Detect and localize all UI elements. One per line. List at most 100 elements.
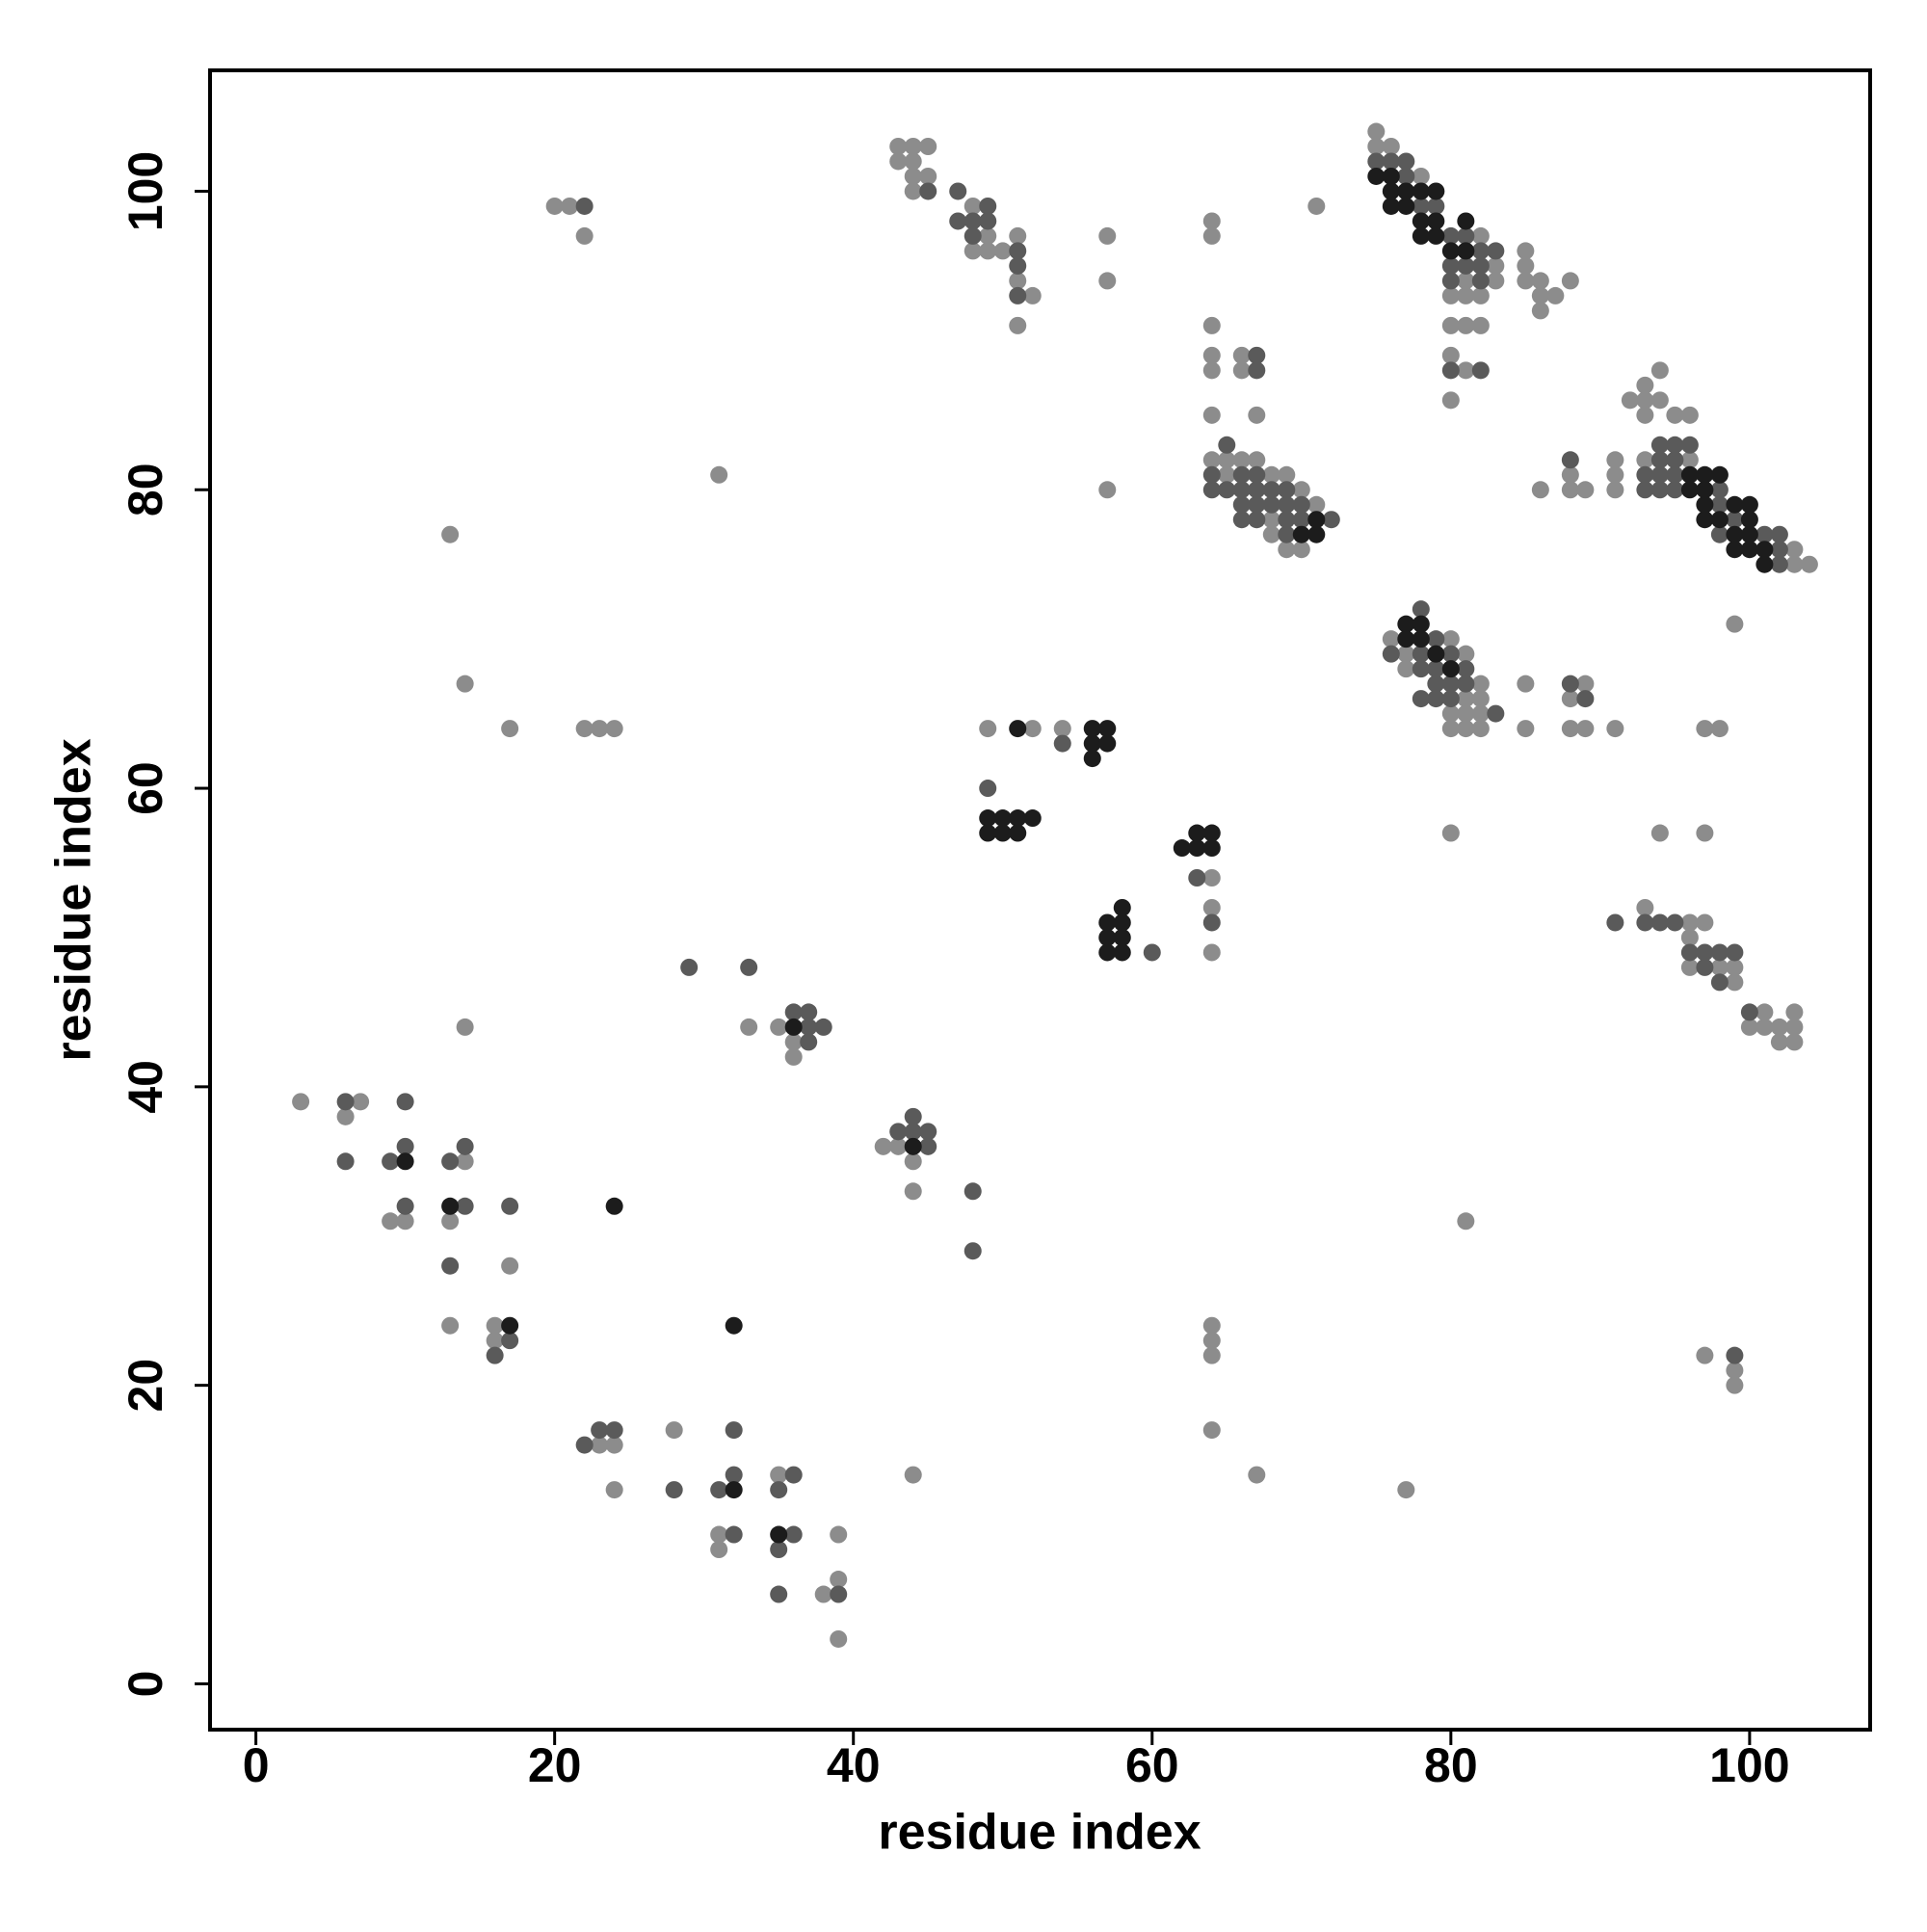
contact-point <box>1740 525 1758 543</box>
contact-point <box>1023 809 1042 828</box>
contact-point <box>1382 197 1400 215</box>
contact-point <box>1098 943 1117 962</box>
contact-point <box>770 1525 788 1544</box>
contact-point <box>1471 256 1490 275</box>
contact-point <box>1726 1362 1744 1380</box>
contact-point <box>1650 824 1669 842</box>
contact-point <box>1755 1018 1774 1036</box>
contact-point <box>1576 690 1595 708</box>
contact-point <box>1427 212 1445 230</box>
contact-point <box>889 152 908 171</box>
contact-point <box>1023 720 1042 738</box>
contact-point <box>1457 361 1475 380</box>
contact-point <box>1427 630 1445 648</box>
contact-point <box>1636 913 1654 932</box>
contact-point <box>1666 465 1684 484</box>
contact-point <box>964 226 982 245</box>
contact-point <box>1517 720 1535 738</box>
contact-point <box>545 197 564 215</box>
contact-point <box>1457 720 1475 738</box>
y-tick-label: 60 <box>119 761 172 815</box>
contact-point <box>993 809 1012 828</box>
plot-frame <box>208 68 1872 1732</box>
contact-point <box>336 1152 355 1171</box>
contact-point <box>1770 525 1788 543</box>
contact-point <box>1561 451 1579 469</box>
contact-point <box>1232 495 1251 514</box>
contact-point <box>1441 286 1460 304</box>
contact-point <box>1202 212 1221 230</box>
contact-point <box>1009 809 1027 828</box>
contact-point <box>1412 690 1430 708</box>
contact-point <box>1248 406 1266 424</box>
contact-point <box>1202 465 1221 484</box>
y-tick-label: 80 <box>119 463 172 516</box>
x-tick-label: 80 <box>1424 1738 1478 1792</box>
contact-point <box>1441 645 1460 663</box>
contact-point <box>1740 1018 1758 1036</box>
contact-point <box>1202 1346 1221 1364</box>
contact-point <box>1248 465 1266 484</box>
y-tick-label: 40 <box>119 1060 172 1114</box>
contact-point <box>964 212 982 230</box>
contact-point <box>889 1137 908 1155</box>
contact-point <box>1726 958 1744 976</box>
contact-point <box>919 182 937 200</box>
contact-point <box>1650 465 1669 484</box>
contact-point <box>1457 242 1475 260</box>
contact-point <box>1561 690 1579 708</box>
contact-point <box>1232 361 1251 380</box>
contact-point <box>1726 525 1744 543</box>
contact-point <box>1666 481 1684 499</box>
contact-point <box>396 1152 414 1171</box>
contact-point <box>800 1003 818 1021</box>
contact-point <box>904 182 922 200</box>
contact-point <box>1710 495 1729 514</box>
contact-point <box>1098 928 1117 946</box>
contact-point <box>1412 660 1430 678</box>
contact-point <box>1367 137 1386 155</box>
contact-point <box>1218 436 1236 454</box>
x-tick-label: 60 <box>1125 1738 1179 1792</box>
contact-point <box>1382 645 1400 663</box>
contact-point <box>814 1585 832 1603</box>
contact-point <box>830 1629 848 1648</box>
contact-point <box>292 1093 310 1111</box>
contact-point <box>1800 555 1818 573</box>
contact-point <box>1262 465 1280 484</box>
contact-point <box>1576 481 1595 499</box>
contact-point <box>814 1018 832 1036</box>
contact-point <box>784 1466 803 1484</box>
contact-point <box>1427 675 1445 693</box>
contact-point <box>1412 615 1430 633</box>
contact-point <box>1696 943 1714 962</box>
contact-point <box>1278 511 1296 529</box>
contact-point <box>1098 734 1117 753</box>
contact-point <box>1292 495 1310 514</box>
contact-point <box>1382 152 1400 171</box>
contact-point <box>1382 137 1400 155</box>
contact-point <box>1248 1466 1266 1484</box>
contact-point <box>1412 630 1430 648</box>
contact-point <box>1606 451 1624 469</box>
x-axis-title: residue index <box>878 1805 1201 1861</box>
contact-point <box>1650 391 1669 410</box>
contact-point <box>1710 958 1729 976</box>
contact-point <box>784 1003 803 1021</box>
contact-point <box>1232 346 1251 364</box>
contact-point <box>1680 943 1699 962</box>
contact-point <box>1680 913 1699 932</box>
contact-point <box>575 197 594 215</box>
contact-point <box>770 1585 788 1603</box>
contact-point <box>1053 734 1071 753</box>
contact-point <box>382 1152 400 1171</box>
contact-point <box>1248 511 1266 529</box>
contact-point <box>1023 286 1042 304</box>
contact-point <box>441 1212 460 1231</box>
contact-point <box>1457 226 1475 245</box>
contact-point <box>1262 495 1280 514</box>
contact-point <box>830 1525 848 1544</box>
contact-point <box>1696 913 1714 932</box>
contact-point <box>1561 675 1579 693</box>
